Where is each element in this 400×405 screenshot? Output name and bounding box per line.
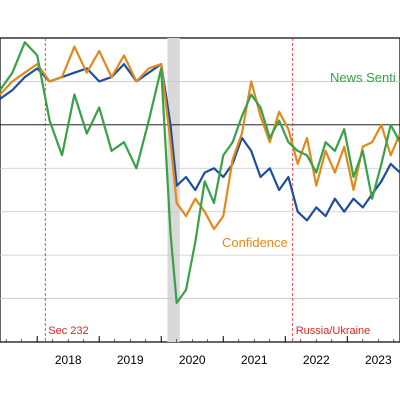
series-annotation: News Senti <box>330 70 396 85</box>
x-tick-label: 2018 <box>55 353 82 367</box>
x-tick-label: 2019 <box>117 353 144 367</box>
x-tick-label: 2022 <box>303 353 330 367</box>
event-label: Sec 232 <box>48 325 88 337</box>
x-tick-label: 2020 <box>179 353 206 367</box>
series-line <box>0 62 400 222</box>
plot-frame <box>0 37 400 343</box>
event-label: Russia/Ukraine <box>296 325 371 337</box>
series-line <box>0 45 400 231</box>
shaded-period <box>167 38 180 342</box>
x-tick-label: 2021 <box>241 353 268 367</box>
x-tick-label: 2023 <box>365 353 392 367</box>
series-annotation: Confidence <box>222 235 288 250</box>
series-line <box>0 41 400 304</box>
